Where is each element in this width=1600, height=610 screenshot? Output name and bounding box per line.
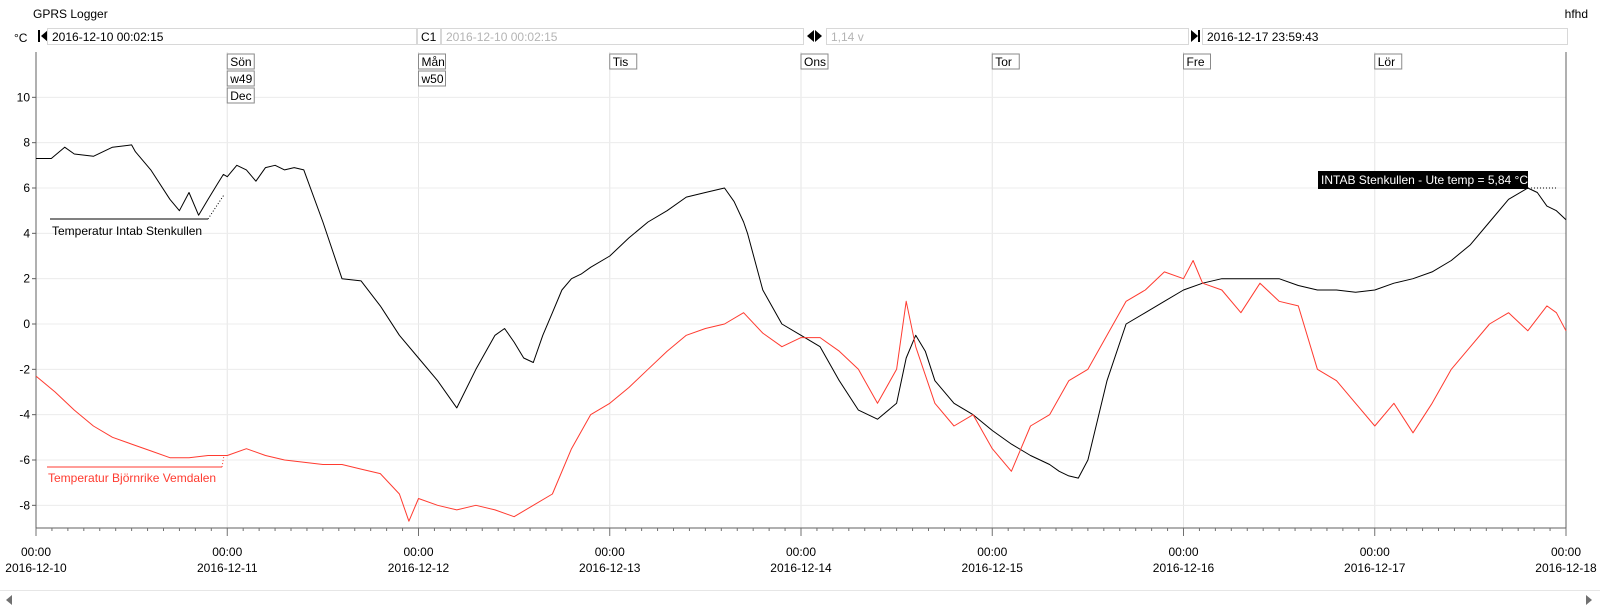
day-marker-label: Tor	[995, 55, 1012, 69]
title-bar: GPRS Logger hfhd	[0, 0, 1600, 26]
start-time-field[interactable]: 2016-12-10 00:02:15	[47, 28, 417, 45]
x-tick-time: 00:00	[595, 545, 625, 559]
legend-label-stenkullen: Temperatur Intab Stenkullen	[52, 224, 202, 238]
day-marker-label: w49	[229, 72, 252, 86]
y-tick-label: -8	[19, 498, 30, 512]
start-bar-icon	[38, 30, 40, 42]
end-cursor-icon[interactable]	[1191, 30, 1198, 42]
day-marker-box	[1183, 53, 1211, 70]
move-cursor-right-icon[interactable]	[815, 30, 822, 42]
y-tick-label: 6	[23, 181, 30, 195]
unit-label: °C	[14, 31, 28, 45]
cursor-c1-label[interactable]: C1	[417, 28, 441, 45]
day-marker-label: w50	[421, 72, 444, 86]
legend-leader-bjornrike	[221, 455, 225, 468]
x-tick-time: 00:00	[1551, 545, 1581, 559]
day-marker-label: Lör	[1378, 55, 1395, 69]
x-tick-date: 2016-12-13	[579, 561, 641, 575]
temperature-chart[interactable]: -8 -6 -4 -2 0 2 4 6 8 10 00:00 2016-12-10 00:00 2016-…	[0, 47, 1600, 587]
x-tick-time: 00:00	[403, 545, 433, 559]
day-marker-box	[226, 70, 255, 87]
y-tick-label: 8	[23, 136, 30, 150]
day-marker-label: Dec	[230, 89, 251, 103]
day-marker-box	[226, 53, 255, 70]
x-tick-date: 2016-12-14	[770, 561, 832, 575]
x-tick-date: 2016-12-16	[1153, 561, 1215, 575]
x-tick-time: 00:00	[1360, 545, 1390, 559]
end-time-field[interactable]: 2016-12-17 23:59:43	[1202, 28, 1568, 45]
day-marker-box	[800, 53, 829, 70]
day-marker-label: Tis	[613, 55, 629, 69]
y-tick-label: 10	[17, 90, 31, 104]
x-tick-time: 00:00	[212, 545, 242, 559]
user-name: hfhd	[1564, 7, 1588, 21]
x-tick-date: 2016-12-15	[962, 561, 1024, 575]
day-marker-label: Sön	[230, 55, 251, 69]
app-title: GPRS Logger	[33, 7, 108, 21]
x-tick-time: 00:00	[21, 545, 51, 559]
legend-leader-stenkullen	[207, 194, 225, 220]
day-marker-box	[418, 53, 446, 70]
day-marker-box	[991, 53, 1020, 70]
day-marker-box	[609, 53, 638, 70]
day-marker-box	[418, 70, 446, 87]
y-tick-label: -4	[19, 408, 30, 422]
x-tick-date: 2016-12-18	[1535, 561, 1597, 575]
day-marker-box	[1374, 53, 1403, 70]
day-marker-box	[226, 87, 255, 104]
endpoint-label: INTAB Stenkullen - Ute temp = 5,84 °C	[1321, 173, 1528, 187]
legend-label-bjornrike: Temperatur Björnrike Vemdalen	[48, 471, 216, 485]
x-tick-date: 2016-12-17	[1344, 561, 1406, 575]
move-cursor-left-icon[interactable]	[807, 30, 814, 42]
endpoint-label-box	[1318, 171, 1528, 189]
day-marker-label: Ons	[804, 55, 826, 69]
series-line-stenkullen	[36, 144, 1567, 479]
end-bar-icon	[1198, 30, 1200, 42]
x-tick-date: 2016-12-11	[197, 561, 258, 575]
x-tick-time: 00:00	[977, 545, 1007, 559]
scroll-left-icon[interactable]	[6, 595, 12, 605]
start-cursor-icon[interactable]	[41, 30, 48, 42]
y-tick-label: 2	[23, 272, 30, 286]
x-tick-date: 2016-12-10	[5, 561, 67, 575]
cursor-time-field[interactable]: 2016-12-10 00:02:15	[441, 28, 804, 45]
scroll-right-icon[interactable]	[1586, 595, 1592, 605]
cursor-value-field[interactable]: 1,14 v	[826, 28, 1189, 45]
y-tick-label: -6	[19, 453, 30, 467]
y-tick-label: -2	[19, 362, 30, 376]
x-tick-time: 00:00	[786, 545, 816, 559]
x-tick-time: 00:00	[1168, 545, 1198, 559]
cursor-toolbar: °C 2016-12-10 00:02:15 C1 2016-12-10 00:…	[0, 27, 1600, 47]
day-marker-label: Mån	[422, 55, 445, 69]
x-tick-date: 2016-12-12	[388, 561, 450, 575]
y-tick-label: 0	[23, 317, 30, 331]
horizontal-scrollbar[interactable]	[0, 590, 1600, 609]
series-line-bjornrike	[35, 260, 1567, 522]
day-marker-label: Fre	[1187, 55, 1205, 69]
y-tick-label: 4	[23, 226, 30, 240]
